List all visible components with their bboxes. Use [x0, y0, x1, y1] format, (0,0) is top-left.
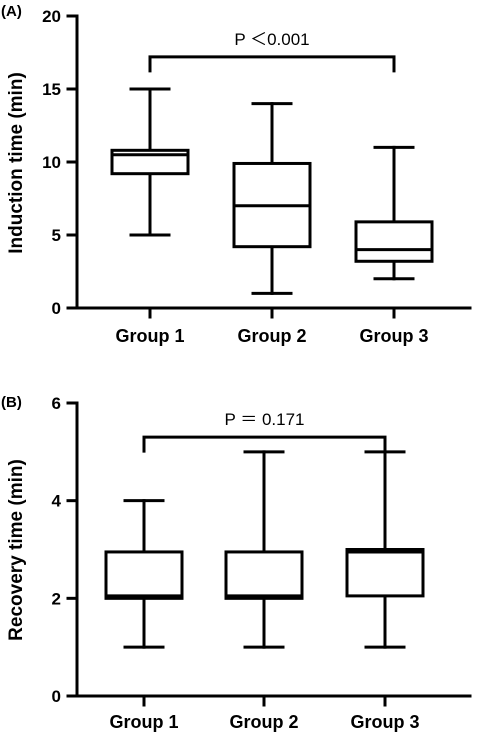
panel-b-p-value-label: P ＝ 0.171	[224, 410, 304, 429]
panel-b-significance-bracket	[142, 435, 387, 453]
panel-b: (B) Recovery time (min) 0 2 4 6 Group 1 Group…	[1, 394, 472, 732]
iqr-box	[104, 550, 184, 600]
panel-a-category-label: Group 1	[115, 326, 184, 346]
panel-a-box-1	[110, 87, 190, 237]
panel-a-category-label: Group 3	[359, 326, 428, 346]
panel-a-y-tick-label: 0	[52, 299, 61, 318]
panel-b-y-tick-label: 4	[52, 492, 62, 511]
panel-a-category-label: Group 2	[237, 326, 306, 346]
iqr-box	[224, 550, 304, 600]
panel-b-box-1	[104, 499, 184, 649]
panel-a-box-3	[354, 145, 434, 281]
panel-a-y-tick-label: 20	[42, 7, 61, 26]
panel-b-category-label: Group 1	[109, 712, 178, 732]
panel-b-category-label: Group 3	[350, 712, 419, 732]
panel-b-y-axis-label: Recovery time (min)	[6, 459, 27, 641]
iqr-box	[354, 220, 434, 263]
panel-b-label: (B)	[1, 394, 22, 411]
panel-a-box-2	[232, 102, 312, 295]
panel-b-box-2	[224, 450, 304, 649]
panel-b-box-3	[345, 450, 425, 649]
panel-b-y-tick-label: 6	[52, 394, 61, 413]
panel-a-p-value-label: P ＜0.001	[234, 30, 309, 49]
panel-b-y-tick-label: 2	[52, 589, 61, 608]
panel-a-y-tick-label: 5	[52, 226, 61, 245]
panel-a-label: (A)	[1, 3, 22, 20]
panel-a: (A) Induction time (min) 0 5 10 15 20 Group 1…	[1, 3, 472, 346]
panel-b-y-tick-label: 0	[52, 687, 61, 706]
iqr-box	[345, 548, 425, 598]
panel-b-category-label: Group 2	[229, 712, 298, 732]
panel-a-y-axis-label: Induction time (min)	[6, 72, 27, 254]
panel-a-y-tick-label: 15	[42, 80, 61, 99]
panel-a-y-tick-label: 10	[42, 153, 61, 172]
panel-a-significance-bracket	[148, 55, 396, 73]
